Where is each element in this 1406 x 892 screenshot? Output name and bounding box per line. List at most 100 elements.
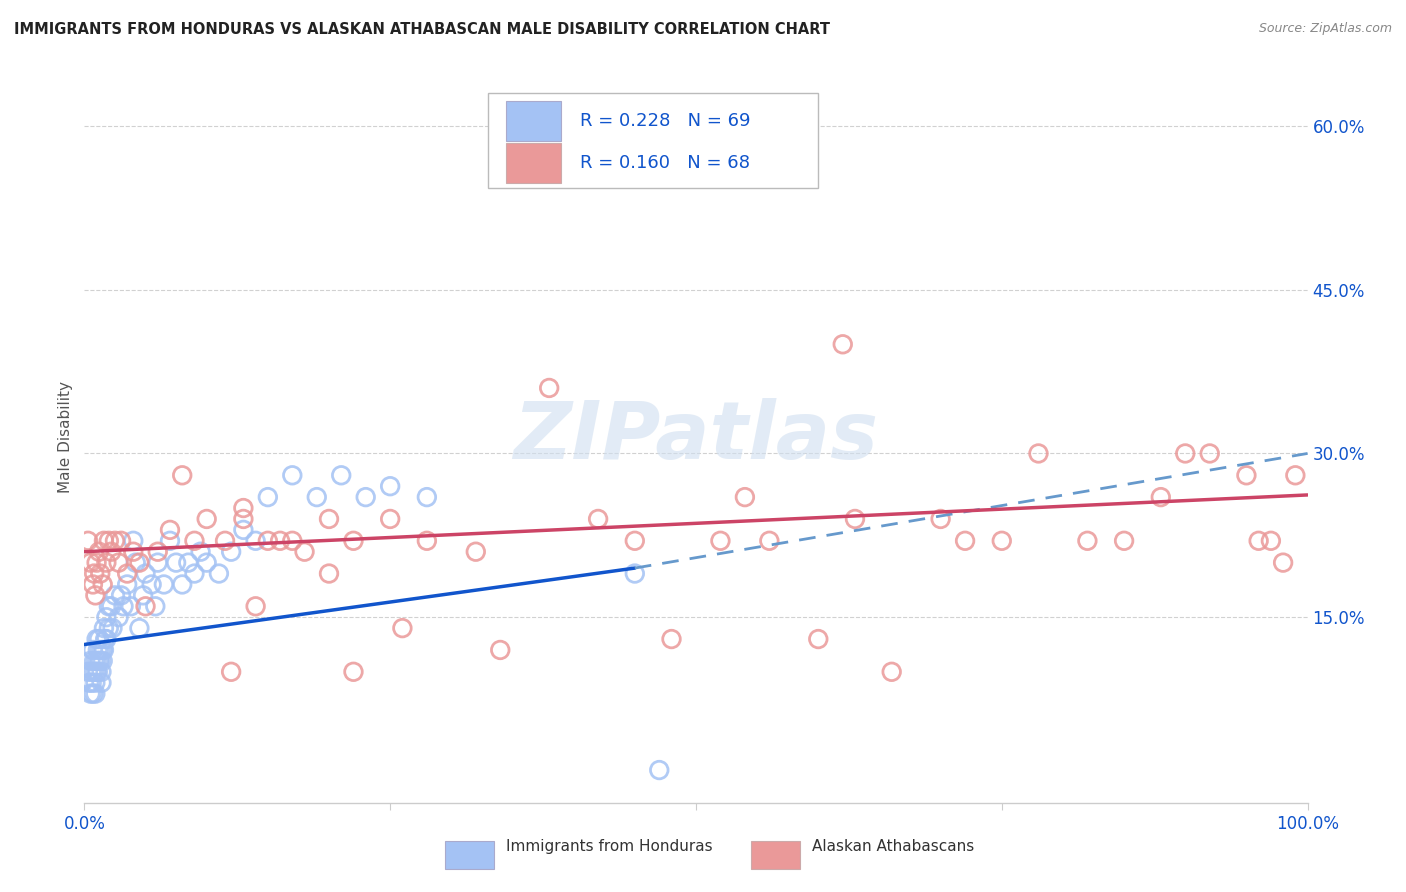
Point (1247, 533, 1270, 548)
Point (91, 654, 114, 668)
Point (93, 621, 115, 635)
Point (94, 632, 117, 646)
Point (991, 533, 1014, 548)
Point (80, 675, 103, 690)
Text: Immigrants from Honduras: Immigrants from Honduras (506, 839, 713, 855)
Text: R = 0.228   N = 69: R = 0.228 N = 69 (579, 112, 751, 130)
Point (112, 599, 135, 614)
Point (125, 556, 148, 570)
Point (79, 687, 101, 701)
Point (87, 665, 110, 679)
Point (84, 687, 107, 701)
Point (648, 763, 671, 777)
Point (953, 533, 976, 548)
Point (90, 665, 112, 679)
Point (122, 545, 145, 559)
Point (87, 632, 110, 646)
Point (380, 512, 402, 526)
Point (232, 501, 254, 516)
Point (97, 533, 120, 548)
Point (232, 512, 254, 526)
Point (110, 588, 132, 602)
Point (122, 533, 145, 548)
Point (77, 665, 100, 679)
Point (91, 577, 114, 591)
Point (89, 566, 111, 581)
Point (159, 533, 181, 548)
Point (190, 545, 212, 559)
Point (86, 632, 108, 646)
Point (100, 599, 122, 614)
FancyBboxPatch shape (506, 143, 561, 183)
Point (84, 675, 107, 690)
Point (87, 643, 110, 657)
Point (115, 577, 138, 591)
Point (97, 599, 120, 614)
Point (709, 533, 731, 548)
Point (195, 556, 218, 570)
Point (1076, 533, 1098, 548)
Point (391, 621, 413, 635)
Point (128, 621, 150, 635)
Point (464, 545, 486, 559)
FancyBboxPatch shape (488, 94, 818, 188)
Point (1114, 533, 1136, 548)
Point (538, 381, 561, 395)
Y-axis label: Male Disability: Male Disability (58, 381, 73, 493)
Point (79, 654, 101, 668)
Point (135, 599, 157, 614)
Point (91, 643, 114, 657)
Point (90, 675, 112, 690)
Point (489, 643, 512, 657)
Point (172, 468, 194, 483)
Text: Source: ZipAtlas.com: Source: ZipAtlas.com (1258, 22, 1392, 36)
Point (1028, 446, 1050, 460)
Point (177, 556, 200, 570)
Point (132, 588, 155, 602)
FancyBboxPatch shape (446, 841, 494, 869)
Point (1198, 446, 1220, 460)
Point (1260, 533, 1282, 548)
Point (1272, 556, 1295, 570)
Point (141, 577, 163, 591)
Point (758, 533, 780, 548)
Point (89, 643, 111, 657)
Point (96, 632, 118, 646)
Point (82, 577, 104, 591)
Point (214, 533, 236, 548)
Point (342, 533, 364, 548)
Point (86, 665, 108, 679)
Point (219, 665, 242, 679)
Point (245, 533, 267, 548)
Point (232, 523, 254, 537)
Point (83, 654, 105, 668)
Point (1150, 490, 1173, 504)
Text: ZIPatlas: ZIPatlas (513, 398, 879, 476)
Point (84, 588, 107, 602)
Point (1284, 468, 1306, 483)
Point (77, 533, 100, 548)
Point (83, 665, 105, 679)
Point (159, 523, 181, 537)
Point (101, 621, 124, 635)
Point (120, 599, 142, 614)
Point (1236, 468, 1258, 483)
Point (143, 599, 166, 614)
Point (807, 632, 830, 646)
Point (416, 490, 439, 504)
Point (880, 665, 903, 679)
Point (165, 556, 187, 570)
Point (624, 566, 647, 581)
Point (83, 566, 105, 581)
Text: Alaskan Athabascans: Alaskan Athabascans (813, 839, 974, 855)
Point (96, 610, 118, 624)
Point (77, 675, 100, 690)
Point (107, 556, 129, 570)
Point (82, 687, 104, 701)
Point (318, 566, 340, 581)
Point (128, 556, 150, 570)
Point (208, 566, 231, 581)
Point (380, 479, 402, 493)
Point (305, 490, 328, 504)
Point (844, 512, 866, 526)
